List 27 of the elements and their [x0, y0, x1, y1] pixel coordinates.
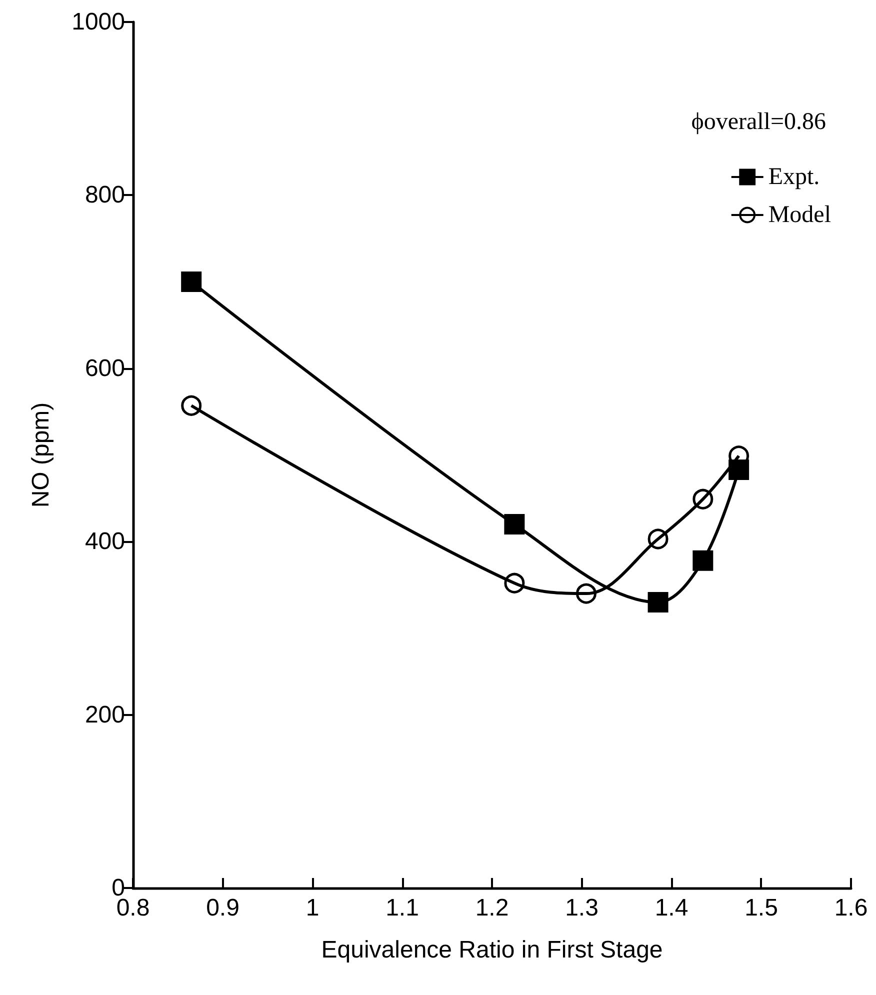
- x-tick-label: 1.3: [565, 894, 598, 922]
- x-axis-title: Equivalence Ratio in First Stage: [321, 936, 663, 964]
- point: [181, 272, 202, 292]
- x-tick-label: 1: [306, 894, 320, 922]
- y-tick-label: 800: [84, 182, 125, 209]
- y-tick-label: 400: [84, 528, 125, 556]
- legend-label: Model: [768, 202, 832, 228]
- y-tick-label: 1000: [72, 8, 125, 36]
- legend-title: ϕoverall=0.86: [691, 109, 826, 135]
- point: [576, 583, 596, 604]
- x-tick-label: 1.6: [834, 894, 868, 922]
- point: [504, 572, 525, 594]
- x-tick-label: 0.9: [206, 894, 240, 922]
- point: [692, 550, 714, 571]
- y-axis-title: NO (ppm): [28, 402, 54, 508]
- x-tick-label: 1.2: [475, 894, 509, 922]
- point: [181, 395, 202, 416]
- point: [648, 528, 668, 550]
- x-tick-label: 1.1: [386, 894, 419, 922]
- y-tick-label: 600: [84, 354, 125, 382]
- y-tick-label: 200: [84, 701, 125, 728]
- point: [504, 514, 525, 535]
- legend-label: Expt.: [768, 164, 820, 190]
- x-tick-label: 1.4: [654, 894, 688, 922]
- point: [648, 592, 668, 612]
- x-tick-label: 1.5: [744, 894, 778, 922]
- point: [692, 488, 714, 510]
